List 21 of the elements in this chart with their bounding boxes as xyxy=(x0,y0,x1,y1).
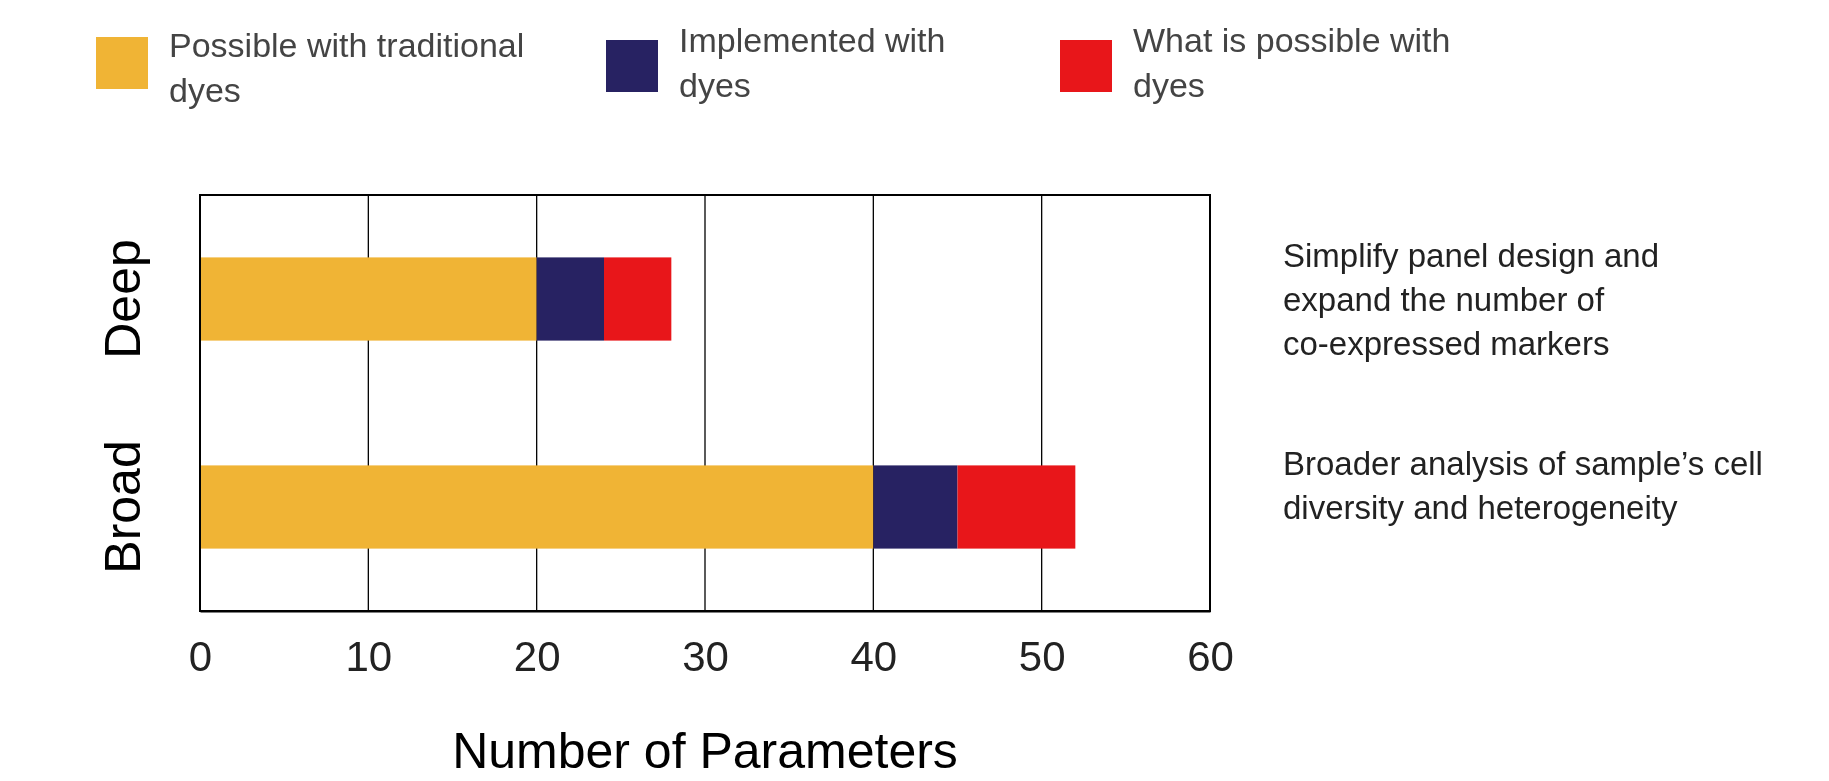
x-tick-label: 30 xyxy=(682,632,729,680)
x-tick-label: 20 xyxy=(513,632,561,680)
bar xyxy=(200,257,537,341)
y-tick-label: Deep xyxy=(95,239,151,359)
legend-label: Possible with traditional dyes xyxy=(169,26,525,109)
legend-label: What is possible with dyes xyxy=(1133,21,1451,104)
x-tick-label: 60 xyxy=(1187,632,1234,680)
bar xyxy=(604,257,672,341)
x-tick-label: 10 xyxy=(345,632,393,680)
bar xyxy=(957,465,1076,549)
legend-label: Implemented with dyes xyxy=(679,21,946,104)
x-tick-label: 40 xyxy=(850,632,898,680)
bar xyxy=(536,257,604,341)
x-tick-label: 50 xyxy=(1018,632,1066,680)
bar xyxy=(200,465,874,549)
x-axis-title: Number of Parameters xyxy=(452,723,958,779)
bar xyxy=(873,465,958,549)
x-tick-label: 0 xyxy=(188,632,213,680)
y-tick-label: Broad xyxy=(95,440,151,574)
text: Broader analysis of sample’s cell diversity and heterogeneity xyxy=(1283,445,1763,526)
text: Simplify panel design and expand the number of co-expressed markers xyxy=(1283,237,1660,362)
